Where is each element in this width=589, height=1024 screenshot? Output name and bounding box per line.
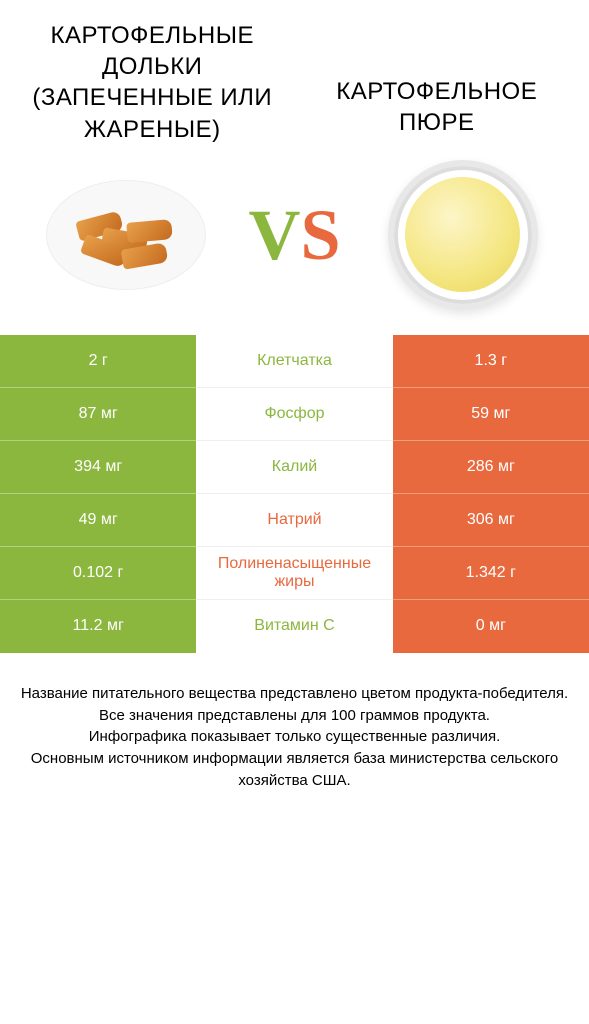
title-left: Картофельные дольки (запеченные или жаре…: [24, 20, 280, 145]
value-left: 394 мг: [0, 441, 196, 494]
nutrient-label: Полиненасыщенные жиры: [196, 547, 392, 600]
food-image-right: [373, 165, 553, 305]
nutrient-label: Фосфор: [196, 388, 392, 441]
table-row: 0.102 гПолиненасыщенные жиры1.342 г: [0, 547, 589, 600]
value-left: 0.102 г: [0, 547, 196, 600]
nutrient-label: Натрий: [196, 494, 392, 547]
image-row: VS: [0, 155, 589, 335]
mashed-potato-icon: [388, 160, 538, 310]
vs-s: S: [300, 195, 340, 275]
value-right: 1.3 г: [393, 335, 589, 388]
value-right: 0 мг: [393, 600, 589, 653]
value-left: 87 мг: [0, 388, 196, 441]
value-right: 286 мг: [393, 441, 589, 494]
footer-line: Название питательного вещества представл…: [20, 683, 569, 705]
table-row: 49 мгНатрий306 мг: [0, 494, 589, 547]
potato-wedges-icon: [46, 180, 206, 290]
footer-line: Инфографика показывает только существенн…: [20, 726, 569, 748]
table-row: 2 гКлетчатка1.3 г: [0, 335, 589, 388]
nutrient-label: Калий: [196, 441, 392, 494]
food-image-left: [36, 165, 216, 305]
nutrient-label: Клетчатка: [196, 335, 392, 388]
table-row: 394 мгКалий286 мг: [0, 441, 589, 494]
nutrient-label: Витамин C: [196, 600, 392, 653]
vs-v: V: [248, 195, 300, 275]
table-row: 11.2 мгВитамин C0 мг: [0, 600, 589, 653]
header: Картофельные дольки (запеченные или жаре…: [0, 0, 589, 155]
value-left: 49 мг: [0, 494, 196, 547]
footer-line: Основным источником информации является …: [20, 748, 569, 792]
value-right: 306 мг: [393, 494, 589, 547]
title-right: Картофельное пюре: [309, 26, 565, 138]
table-row: 87 мгФосфор59 мг: [0, 388, 589, 441]
footer-notes: Название питательного вещества представл…: [0, 653, 589, 812]
footer-line: Все значения представлены для 100 граммо…: [20, 705, 569, 727]
value-right: 59 мг: [393, 388, 589, 441]
vs-label: VS: [248, 199, 340, 271]
value-left: 2 г: [0, 335, 196, 388]
value-right: 1.342 г: [393, 547, 589, 600]
nutrition-table: 2 гКлетчатка1.3 г87 мгФосфор59 мг394 мгК…: [0, 335, 589, 653]
value-left: 11.2 мг: [0, 600, 196, 653]
